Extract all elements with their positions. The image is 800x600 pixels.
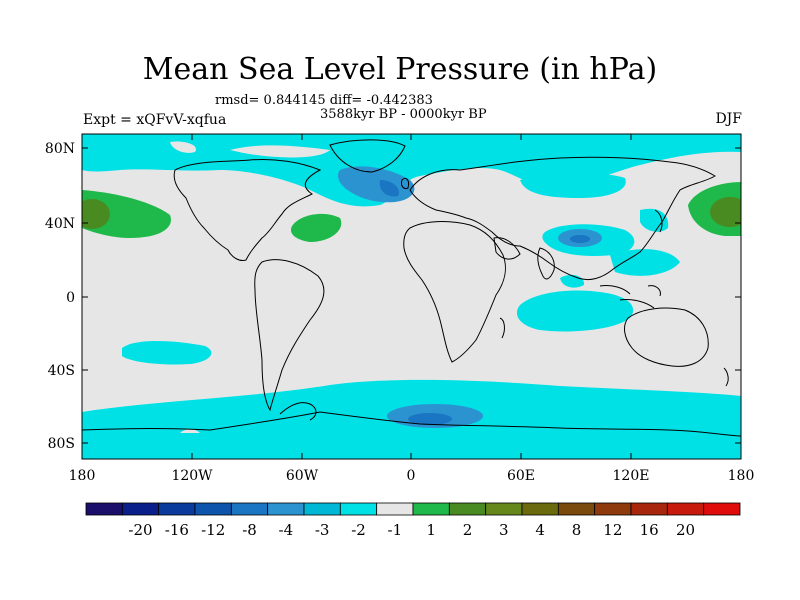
north-atlantic-positive (290, 213, 342, 242)
lon-label-60E: 60E (507, 468, 535, 484)
colorbar-swatch (158, 502, 196, 516)
colorbar-label: -8 (242, 521, 257, 539)
colorbar-swatch (448, 502, 487, 516)
colorbar-swatch (412, 502, 450, 516)
colorbar-label: -2 (351, 521, 366, 539)
season-label: DJF (715, 111, 742, 127)
colorbar-swatch (339, 502, 378, 516)
colorbar-swatch (376, 502, 414, 516)
colorbar-swatch (666, 502, 705, 516)
experiment-label: Expt = xQFvV-xqfua (83, 112, 227, 128)
colorbar-swatch (230, 502, 269, 516)
colorbar-label: -4 (279, 521, 294, 539)
colorbar-label: 4 (535, 521, 545, 539)
period-text: 3588kyr BP - 0000kyr BP (320, 107, 487, 122)
lat-label-80N: 80N (45, 141, 75, 157)
lon-label-180-east: 180 (728, 468, 755, 484)
lon-label-120W: 120W (171, 468, 213, 484)
colorbar-swatch (303, 502, 341, 516)
north-pacific-positive-west (82, 190, 171, 238)
lat-label-80S: 80S (48, 436, 75, 452)
colorbar-swatch (594, 502, 632, 516)
colorbar-swatch (85, 502, 123, 516)
lon-label-180-west: 180 (69, 468, 96, 484)
colorbar-label: -3 (315, 521, 330, 539)
colorbar-swatch (485, 502, 523, 516)
colorbar-swatch (121, 502, 160, 516)
map-title: Mean Sea Level Pressure (in hPa) (142, 52, 658, 87)
colorbar-label: 16 (640, 521, 659, 539)
colorbar-swatch (521, 502, 559, 516)
lon-label-0: 0 (407, 468, 416, 484)
lat-label-40S: 40S (48, 363, 75, 379)
lon-label-120E: 120E (613, 468, 650, 484)
colorbar-swatch (703, 502, 741, 516)
lon-label-60W: 60W (286, 468, 319, 484)
indian-ocean-negative (516, 290, 634, 332)
lat-label-0: 0 (66, 290, 75, 306)
colorbar-label: 12 (603, 521, 622, 539)
colorbar-swatch (557, 502, 596, 516)
lat-label-40N: 40N (45, 216, 75, 232)
colorbar-label: 2 (463, 521, 473, 539)
colorbar-label: 20 (676, 521, 695, 539)
colorbar-label: 3 (499, 521, 509, 539)
colorbar-label: -16 (165, 521, 189, 539)
colorbar-label: -12 (201, 521, 225, 539)
colorbar-swatch (267, 502, 305, 516)
colorbar (85, 502, 741, 516)
colorbar-label: -20 (128, 521, 152, 539)
axis-ticks (81, 134, 742, 459)
colorbar-swatch (194, 502, 232, 516)
pressure-anomaly-fields (82, 134, 741, 459)
stats-text: rmsd= 0.844145 diff= -0.442383 (215, 93, 433, 108)
colorbar-label: 1 (426, 521, 436, 539)
colorbar-labels: -20 -16 -12 -8 -4 -3 -2 -1 1 2 3 4 8 12 16 20 (128, 521, 695, 539)
south-pacific-negative (122, 341, 212, 365)
colorbar-swatch (630, 502, 668, 516)
colorbar-label: -1 (388, 521, 403, 539)
coastlines (82, 139, 741, 437)
colorbar-label: 8 (572, 521, 582, 539)
